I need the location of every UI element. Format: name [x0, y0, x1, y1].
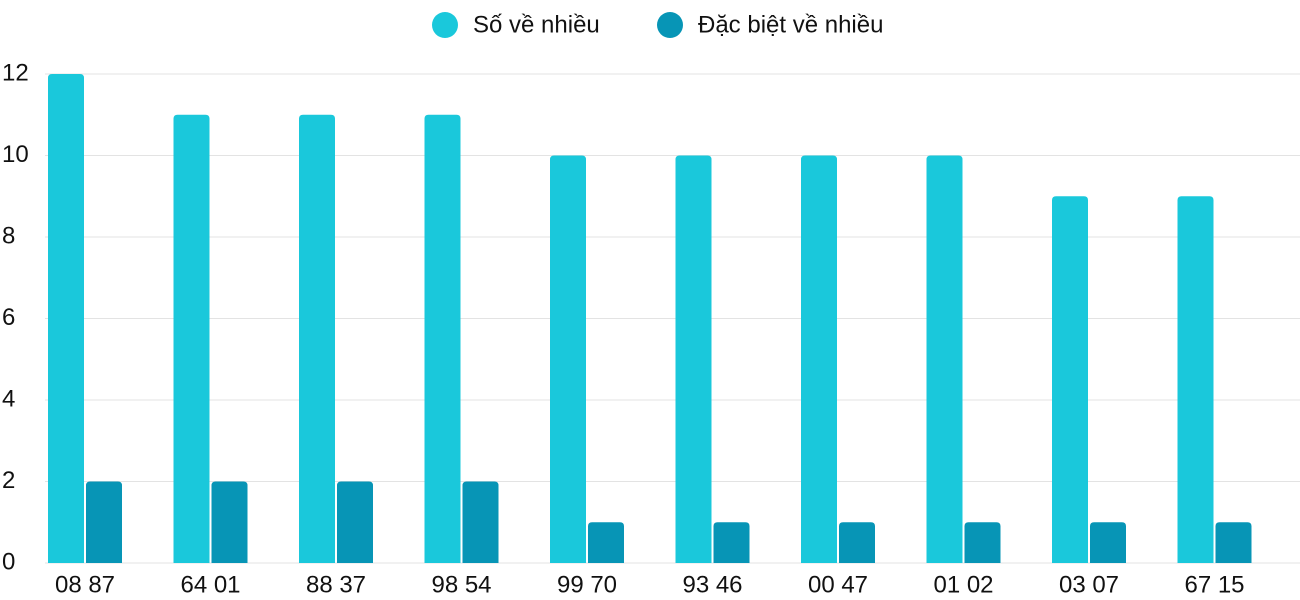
- bar: [173, 114, 210, 563]
- bar: [299, 114, 335, 563]
- bar: [801, 155, 837, 563]
- bar: [462, 481, 499, 563]
- bar: [926, 155, 963, 563]
- y-tick-label: 10: [2, 141, 29, 168]
- x-tick-label: 08 87: [55, 571, 115, 598]
- bar: [588, 522, 624, 563]
- bar: [964, 522, 1001, 563]
- legend-marker: [432, 12, 458, 38]
- bar: [1215, 522, 1252, 563]
- y-tick-label: 0: [2, 548, 15, 575]
- bar: [839, 522, 875, 563]
- bar: [337, 481, 373, 563]
- y-tick-label: 8: [2, 222, 15, 249]
- x-tick-label: 98 54: [431, 571, 491, 598]
- x-tick-label: 64 01: [180, 571, 240, 598]
- bar: [48, 74, 84, 563]
- x-tick-label: 99 70: [557, 571, 617, 598]
- x-tick-label: 01 02: [933, 571, 993, 598]
- y-tick-label: 12: [2, 59, 29, 86]
- y-tick-label: 6: [2, 304, 15, 331]
- bar: [424, 114, 461, 563]
- x-tick-label: 88 37: [306, 571, 366, 598]
- x-tick-label: 67 15: [1184, 571, 1244, 598]
- bar: [1052, 196, 1088, 563]
- x-tick-label: 03 07: [1059, 571, 1119, 598]
- legend-label: Đặc biệt về nhiều: [698, 11, 883, 38]
- x-tick-label: 93 46: [682, 571, 742, 598]
- x-tick-label: 00 47: [808, 571, 868, 598]
- y-tick-label: 2: [2, 467, 15, 494]
- bar: [550, 155, 586, 563]
- y-tick-label: 4: [2, 385, 15, 412]
- bar: [86, 481, 122, 563]
- bar: [1090, 522, 1126, 563]
- bar: [713, 522, 750, 563]
- legend-label: Số về nhiều: [473, 11, 600, 38]
- bar: [1177, 196, 1214, 563]
- bar: [675, 155, 712, 563]
- legend-marker: [657, 12, 683, 38]
- bar: [211, 481, 248, 563]
